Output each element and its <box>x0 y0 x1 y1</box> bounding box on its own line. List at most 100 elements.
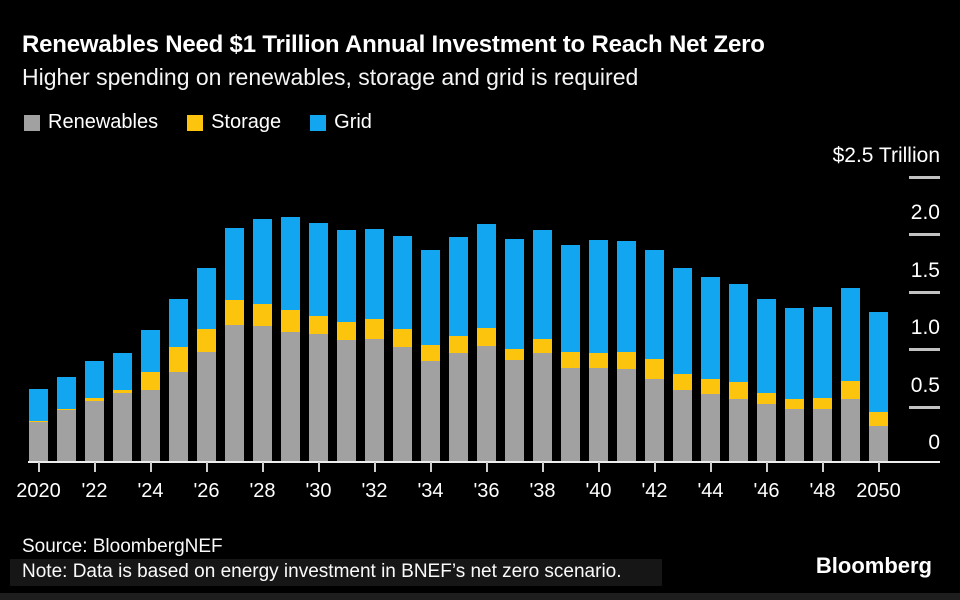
storage-segment <box>421 345 440 361</box>
x-tick-46 <box>765 462 768 472</box>
grid-segment <box>729 284 748 382</box>
grid-segment <box>785 308 804 399</box>
storage-segment <box>337 322 356 340</box>
chart-subtitle: Higher spending on renewables, storage a… <box>22 64 639 90</box>
grid-segment <box>841 288 860 381</box>
legend-item-storage: Storage <box>187 111 281 134</box>
stacked-bar-2047 <box>785 308 804 463</box>
renewables-segment <box>421 361 440 463</box>
renewables-segment <box>169 372 188 463</box>
legend-label-renewables: Renewables <box>48 111 159 133</box>
stacked-bar-2048 <box>813 307 832 463</box>
grid-segment <box>309 223 328 316</box>
renewables-segment <box>729 399 748 463</box>
legend-item-renewables: Renewables <box>24 111 158 134</box>
grid-segment <box>757 299 776 393</box>
x-axis-label-46: '46 <box>753 480 780 502</box>
stacked-bar-2023 <box>113 353 132 463</box>
renewables-segment <box>225 325 244 463</box>
stacked-bar-2029 <box>281 217 300 463</box>
renewables-segment <box>841 399 860 463</box>
x-tick-48 <box>821 462 824 472</box>
storage-segment <box>589 353 608 368</box>
renewables-segment <box>197 352 216 463</box>
x-axis-label-48: '48 <box>809 480 836 502</box>
y-tick-1.5 <box>909 290 940 294</box>
y-tick-2 <box>909 233 940 237</box>
storage-segment <box>729 382 748 399</box>
stacked-bar-2041 <box>617 241 636 463</box>
grid-segment <box>337 230 356 322</box>
storage-swatch-icon <box>187 114 204 131</box>
grid-segment <box>197 268 216 329</box>
x-axis-label-26: '26 <box>193 480 220 502</box>
renewables-segment <box>449 353 468 463</box>
legend-label-storage: Storage <box>211 111 282 133</box>
grid-segment <box>225 228 244 300</box>
x-tick-22 <box>93 462 96 472</box>
stacked-bar-2038 <box>533 230 552 463</box>
storage-segment <box>645 359 664 379</box>
stacked-bar-2050 <box>869 312 888 463</box>
x-tick-36 <box>485 462 488 472</box>
storage-segment <box>701 379 720 394</box>
x-axis-label-2020: 2020 <box>16 480 61 502</box>
bottom-edge-strip <box>0 593 960 600</box>
storage-segment <box>785 399 804 409</box>
stacked-bar-2030 <box>309 223 328 463</box>
grid-segment <box>645 250 664 359</box>
y-tick-1 <box>909 348 940 352</box>
grid-segment <box>365 229 384 319</box>
x-axis-label-36: '36 <box>473 480 500 502</box>
storage-segment <box>869 412 888 426</box>
grid-segment <box>673 268 692 374</box>
storage-segment <box>281 310 300 332</box>
stacked-bar-2036 <box>477 224 496 463</box>
legend-label-grid: Grid <box>334 111 372 133</box>
stacked-bar-2035 <box>449 237 468 463</box>
x-tick-30 <box>317 462 320 472</box>
stacked-bar-2049 <box>841 288 860 463</box>
stacked-bar-2033 <box>393 236 412 463</box>
renewables-segment <box>589 368 608 463</box>
grid-segment <box>393 236 412 329</box>
storage-segment <box>169 347 188 372</box>
x-axis-label-42: '42 <box>641 480 668 502</box>
renewables-segment <box>309 334 328 463</box>
storage-segment <box>141 372 160 390</box>
y-axis-label-2: 2.0 <box>910 201 940 225</box>
x-tick-42 <box>653 462 656 472</box>
x-axis-label-38: '38 <box>529 480 556 502</box>
stacked-bar-2039 <box>561 245 580 463</box>
renewables-segment <box>57 410 76 463</box>
storage-segment <box>449 336 468 353</box>
x-tick-32 <box>373 462 376 472</box>
stacked-bar-2028 <box>253 219 272 463</box>
storage-segment <box>29 421 48 422</box>
x-tick-40 <box>597 462 600 472</box>
renewables-segment <box>29 422 48 463</box>
stacked-bar-2032 <box>365 229 384 463</box>
stacked-bar-2022 <box>85 361 104 463</box>
renewables-segment <box>505 360 524 463</box>
storage-segment <box>533 339 552 353</box>
storage-segment <box>477 328 496 346</box>
x-axis-label-28: '28 <box>249 480 276 502</box>
renewables-segment <box>281 332 300 463</box>
stacked-bar-2045 <box>729 284 748 463</box>
grid-segment <box>29 389 48 421</box>
renewables-segment <box>337 340 356 463</box>
y-axis-label-0: 0 <box>928 431 940 454</box>
y-axis-label-2.5: $2.5 Trillion <box>832 144 940 167</box>
storage-segment <box>757 393 776 404</box>
note-text: Note: Data is based on energy investment… <box>22 561 622 582</box>
renewables-segment <box>813 409 832 463</box>
grid-segment <box>617 241 636 352</box>
x-tick-26 <box>205 462 208 472</box>
storage-segment <box>393 329 412 347</box>
renewables-segment <box>141 390 160 463</box>
renewables-segment <box>869 426 888 463</box>
storage-segment <box>253 304 272 326</box>
storage-segment <box>505 349 524 360</box>
